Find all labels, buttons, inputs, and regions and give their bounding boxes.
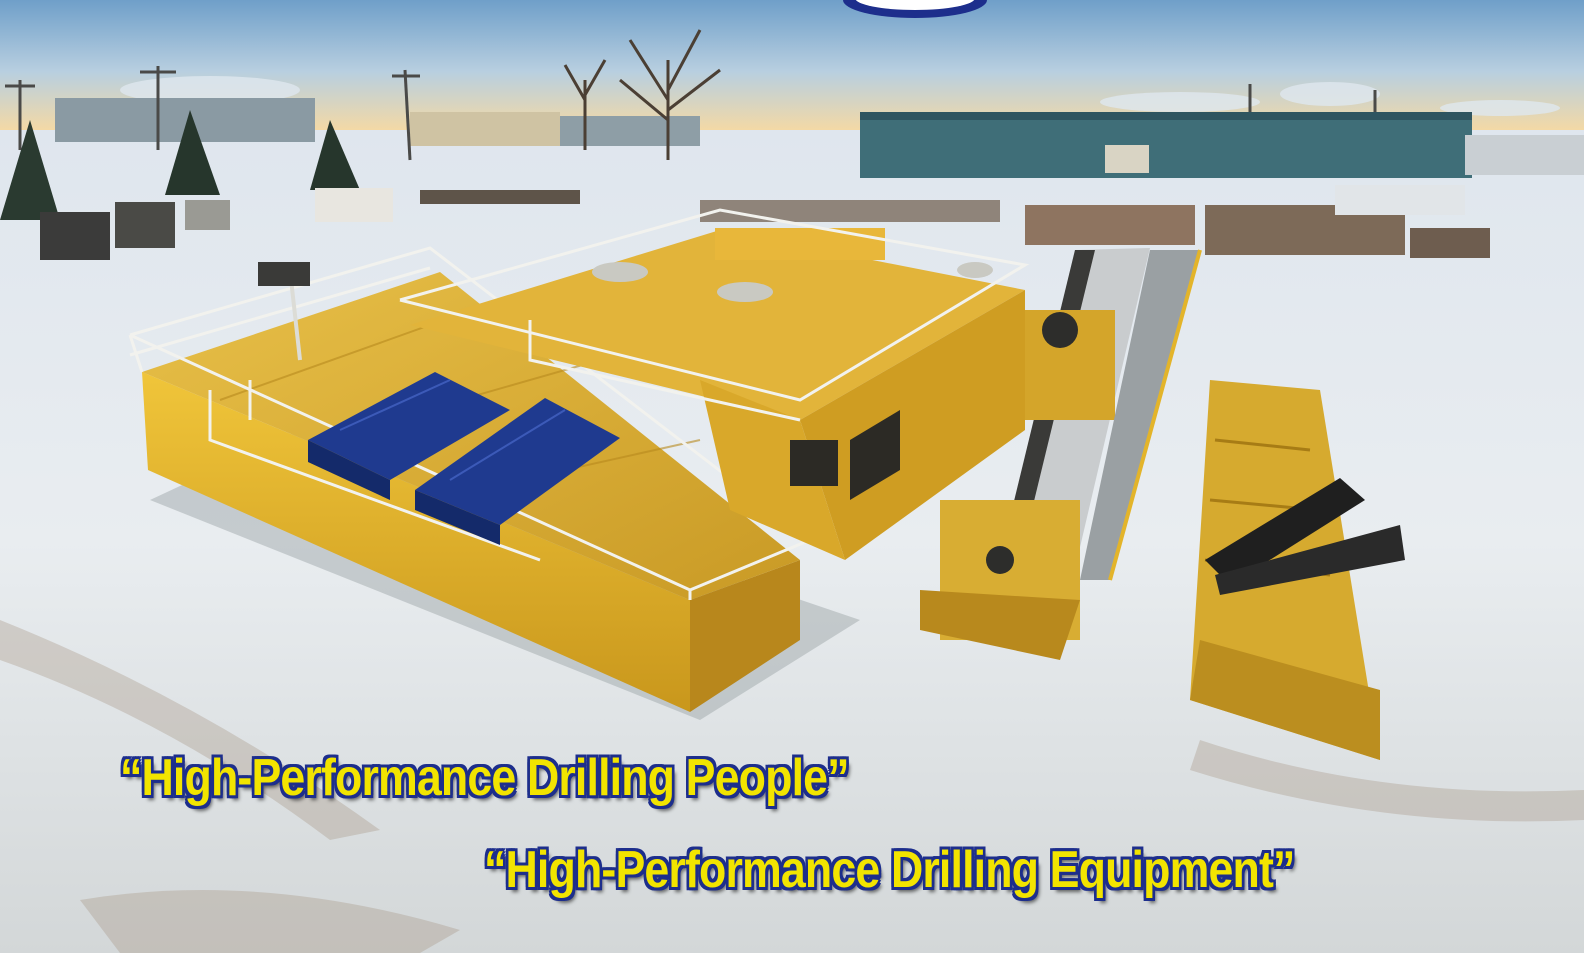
tire-tracks — [0, 620, 1584, 953]
catwalk — [1080, 249, 1202, 581]
shale-shakers — [308, 372, 620, 545]
tagline-people: “High-Performance Drilling People” — [120, 749, 850, 807]
trees — [0, 29, 721, 220]
warehouse — [860, 112, 1472, 178]
mud-tank-module — [128, 246, 860, 720]
yard-equipment — [40, 185, 1490, 260]
drill-pipe-ramp — [920, 248, 1150, 660]
logo-badge — [843, 0, 987, 18]
trailer-with-crane — [1190, 380, 1405, 760]
background-buildings — [55, 98, 1584, 178]
steam-plumes — [120, 76, 1560, 116]
tagline-equipment: “High-Performance Drilling Equipment” — [484, 841, 1295, 899]
light-mast — [258, 262, 310, 361]
control-cabin — [399, 208, 1030, 560]
power-poles — [5, 66, 1377, 161]
